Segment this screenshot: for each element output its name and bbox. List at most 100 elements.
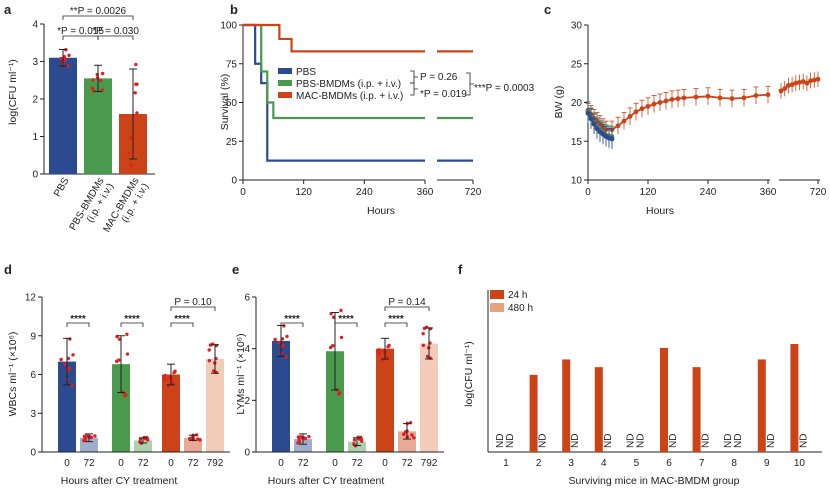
panel-e-x-tick-label: 792 bbox=[421, 458, 438, 469]
panel-b-legend-label-1: PBS-BMDMs (i.p. + i.v.) bbox=[296, 79, 401, 90]
panel-e-x-tick-label: 72 bbox=[351, 458, 363, 469]
panel-d-x-tick-label: 72 bbox=[83, 458, 95, 469]
panel-d-bar-1-1 bbox=[134, 440, 152, 452]
panel-letter-a: a bbox=[4, 2, 12, 17]
panel-c-data-point bbox=[808, 78, 813, 84]
panel-e-data-point bbox=[377, 348, 381, 352]
panel-c-y-tick-label: 15 bbox=[571, 137, 583, 148]
panel-a-category-label: PBS bbox=[52, 176, 72, 199]
panel-c-data-point bbox=[615, 123, 621, 129]
panel-e-data-point bbox=[421, 343, 426, 348]
panel-d-significance-bracket bbox=[66, 322, 90, 327]
panel-f-xlabel: Surviving mice in MAC-BMDM group bbox=[569, 475, 740, 487]
panel-b-series-line-0 bbox=[243, 23, 425, 162]
panel-d-data-point bbox=[63, 362, 67, 366]
panel-f-bar-24h bbox=[660, 347, 668, 452]
panel-d-data-point bbox=[163, 373, 167, 378]
panel-f-nd-label: ND bbox=[603, 434, 614, 448]
panel-c-data-point bbox=[609, 136, 615, 142]
panel-b-x-tick-label: 0 bbox=[240, 187, 246, 198]
panel-d-significance-bracket bbox=[120, 322, 144, 327]
panel-e-data-point bbox=[280, 337, 285, 341]
panel-e-data-point bbox=[296, 441, 300, 445]
panel-b-y-tick-label: 25 bbox=[226, 137, 238, 148]
panel-f-x-tick-label: 3 bbox=[568, 458, 574, 469]
panel-f-nd-label: ND bbox=[798, 434, 809, 448]
panel-f-nd-label: ND bbox=[701, 434, 712, 448]
panel-e-x-tick-label: 0 bbox=[332, 458, 338, 469]
panel-c-data-point bbox=[717, 95, 723, 101]
panel-d-x-tick-label: 0 bbox=[118, 458, 124, 469]
panel-d-data-point bbox=[207, 348, 211, 352]
panel-c-data-point bbox=[811, 77, 817, 83]
panel-b-pvalue: ***P = 0.0003 bbox=[474, 83, 535, 94]
panel-d-bar-2-1 bbox=[184, 437, 202, 452]
panel-d-data-point bbox=[138, 437, 143, 441]
panel-c-y-tick-label: 25 bbox=[571, 59, 583, 70]
panel-e-significance-bracket bbox=[280, 322, 304, 327]
panel-d-data-point bbox=[59, 357, 63, 362]
panel-a-data-point bbox=[129, 136, 133, 140]
panel-f-bar-24h bbox=[692, 367, 701, 452]
panel-b-bracket bbox=[410, 70, 418, 84]
panel-e-x-tick-label: 0 bbox=[278, 458, 284, 469]
panel-letter-c: c bbox=[544, 2, 551, 17]
panel-c-data-point bbox=[782, 86, 788, 91]
panel-c-xlabel: Hours bbox=[646, 205, 674, 217]
panel-f-nd-label: ND bbox=[538, 434, 549, 448]
panel-c-data-point bbox=[729, 96, 735, 102]
panel-e-data-point bbox=[277, 340, 281, 345]
panel-c-data-point bbox=[705, 93, 711, 99]
panel-c-data-point bbox=[693, 94, 699, 100]
panel-e-data-point bbox=[386, 344, 390, 349]
panel-b-series-line-2 bbox=[243, 23, 425, 53]
panel-b-bracket bbox=[466, 72, 474, 96]
panel-a-data-point bbox=[62, 54, 67, 59]
panel-b-legend-swatch-0 bbox=[278, 68, 292, 74]
panel-d-bar-2-0 bbox=[162, 374, 180, 452]
panel-f-legend-swatch-480h bbox=[490, 303, 504, 312]
panel-d-data-point bbox=[172, 370, 176, 375]
panel-f-legend-label-24h: 24 h bbox=[508, 290, 527, 301]
panel-d-data-point bbox=[67, 366, 72, 371]
panel-e-significance-bracket bbox=[334, 322, 358, 327]
panel-a-data-point bbox=[67, 53, 71, 58]
panel-c-y-tick-label: 30 bbox=[571, 21, 583, 32]
panel-b-legend-label-0: PBS bbox=[296, 67, 316, 78]
panel-e-xlabel: Hours after CY treatment bbox=[268, 475, 385, 487]
panel-e-x-tick-label: 72 bbox=[401, 458, 413, 469]
panel-f-x-tick-label: 9 bbox=[764, 458, 770, 469]
panel-c-data-point bbox=[815, 76, 821, 82]
panel-e-y-tick-label: 0 bbox=[244, 448, 250, 459]
panel-a-data-point bbox=[100, 88, 104, 92]
panel-f-nd-label: ND bbox=[505, 434, 516, 448]
panel-e-data-point bbox=[401, 432, 406, 436]
panel-c-data-point bbox=[675, 96, 681, 102]
panel-d-data-point bbox=[83, 436, 87, 440]
panel-letter-e: e bbox=[232, 262, 239, 277]
panel-d-x-tick-label: 0 bbox=[64, 458, 70, 469]
panel-f-bar-24h bbox=[529, 374, 538, 452]
panel-f-nd-label: ND bbox=[495, 434, 506, 448]
panel-e-data-point bbox=[377, 352, 382, 356]
panel-e-bar-2-2 bbox=[420, 343, 438, 452]
panel-a-data-point bbox=[133, 91, 137, 95]
panel-d-data-point bbox=[70, 383, 74, 387]
panel-b-pvalue: *P = 0.019 bbox=[420, 89, 467, 100]
panel-e-data-point bbox=[412, 436, 416, 440]
panel-f-x-tick-label: 2 bbox=[536, 458, 542, 469]
panel-d-data-point bbox=[66, 356, 71, 361]
panel-e-significance-label: P = 0.14 bbox=[388, 297, 426, 308]
panel-d-ylabel: WBCs ml⁻¹ (×10⁶) bbox=[7, 332, 19, 417]
panel-d-data-point bbox=[89, 435, 94, 440]
panel-d-data-point bbox=[117, 358, 121, 362]
panel-d-y-tick-label: 12 bbox=[25, 293, 37, 304]
panel-e-significance-bracket bbox=[384, 322, 408, 327]
panel-e-data-point bbox=[307, 434, 311, 439]
panel-e-data-point bbox=[339, 335, 344, 340]
panel-b-xlabel: Hours bbox=[367, 205, 395, 217]
panel-a-y-tick-label: 2 bbox=[32, 95, 38, 106]
panel-e-x-tick-label: 72 bbox=[297, 458, 309, 469]
panel-d-x-tick-label: 0 bbox=[168, 458, 174, 469]
